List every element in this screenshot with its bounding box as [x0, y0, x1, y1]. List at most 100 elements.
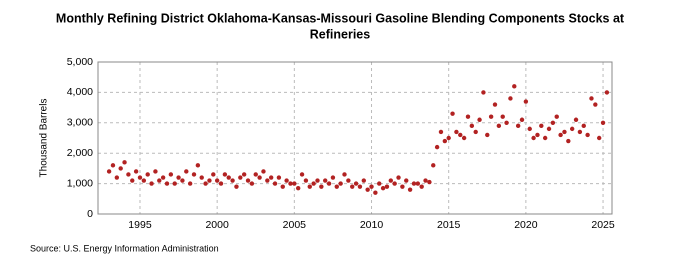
data-point: [326, 181, 332, 186]
data-point: [392, 181, 397, 186]
data-point: [141, 178, 147, 183]
data-point: [168, 172, 174, 177]
data-point: [307, 184, 312, 189]
data-point: [218, 181, 224, 186]
data-point: [531, 135, 536, 141]
data-point: [569, 126, 575, 132]
x-tick-label: 2000: [205, 219, 229, 231]
data-point: [180, 178, 185, 183]
data-point: [126, 172, 131, 177]
data-point: [292, 181, 297, 186]
source-note: Source: U.S. Energy Information Administ…: [30, 243, 219, 253]
data-point: [303, 178, 309, 183]
data-point: [554, 114, 559, 119]
data-point: [604, 90, 610, 95]
data-point: [234, 184, 239, 189]
y-tick-label: 2,000: [67, 147, 93, 159]
data-point: [596, 135, 602, 141]
data-point: [465, 114, 471, 119]
data-point: [261, 169, 266, 174]
x-tick-label: 2025: [591, 219, 615, 231]
data-point: [593, 102, 598, 107]
y-tick-label: 4,000: [67, 86, 93, 98]
y-tick-label: 3,000: [67, 117, 93, 129]
data-point: [504, 120, 509, 126]
data-point: [523, 99, 529, 104]
chart-title: Refineries: [310, 27, 370, 41]
data-point: [527, 126, 532, 132]
data-point: [357, 184, 363, 189]
data-point: [454, 129, 459, 135]
data-point: [377, 181, 382, 186]
data-point: [315, 178, 320, 183]
data-point: [295, 185, 301, 191]
data-point: [558, 132, 563, 138]
data-point: [500, 114, 505, 119]
data-point: [245, 178, 251, 183]
grid: 0 1,000 2,000 3,000 4,000 5,000 1995 2000 2005 20…: [67, 56, 615, 231]
data-point: [184, 169, 189, 174]
data-point: [149, 181, 154, 186]
data-point: [284, 178, 289, 183]
data-point: [396, 175, 401, 180]
data-point: [238, 175, 243, 180]
data-point: [191, 172, 197, 177]
data-point: [137, 175, 143, 180]
data-point: [512, 84, 517, 89]
data-point: [280, 184, 285, 189]
data-point: [153, 169, 158, 174]
data-point: [299, 172, 305, 177]
data-point: [106, 169, 112, 174]
data-point: [272, 181, 278, 186]
data-point: [365, 187, 370, 192]
data-point: [442, 138, 448, 144]
data-point: [415, 181, 421, 186]
data-point: [164, 181, 170, 186]
data-point: [488, 114, 494, 119]
data-point: [145, 172, 150, 177]
data-point: [458, 132, 463, 138]
chart-title: Monthly Refining District Oklahoma-Kansa…: [56, 11, 625, 25]
data-point: [573, 117, 579, 122]
data-point: [542, 135, 548, 141]
y-tick-label: 0: [87, 208, 93, 220]
data-point: [481, 90, 486, 95]
data-point: [550, 120, 556, 126]
data-point: [400, 184, 405, 189]
data-point: [411, 181, 417, 186]
data-point: [253, 172, 258, 177]
data-point: [265, 178, 270, 183]
data-point: [268, 175, 274, 180]
data-point: [230, 178, 235, 183]
data-point: [172, 181, 177, 186]
data-point: [423, 178, 428, 183]
data-point: [519, 117, 525, 122]
data-point: [338, 181, 343, 186]
data-point: [477, 117, 482, 122]
data-point: [419, 184, 424, 189]
data-point: [515, 123, 521, 129]
data-point: [388, 178, 394, 183]
data-point: [562, 129, 567, 135]
data-point: [350, 184, 355, 189]
data-point: [373, 190, 378, 195]
data-point: [257, 175, 262, 180]
data-point: [369, 184, 374, 189]
data-point: [434, 144, 440, 150]
data-point: [438, 129, 444, 135]
data-point: [330, 175, 336, 180]
data-point: [157, 178, 162, 183]
data-point: [431, 163, 436, 168]
data-point: [450, 111, 455, 116]
data-point: [226, 175, 231, 180]
data-point: [508, 96, 513, 101]
data-point: [241, 172, 247, 177]
data-point: [427, 179, 432, 185]
data-point: [496, 123, 502, 129]
data-point: [566, 138, 571, 144]
data-point: [187, 181, 193, 186]
data-point: [133, 169, 139, 174]
x-tick-label: 2015: [437, 219, 461, 231]
data-point: [114, 175, 120, 180]
